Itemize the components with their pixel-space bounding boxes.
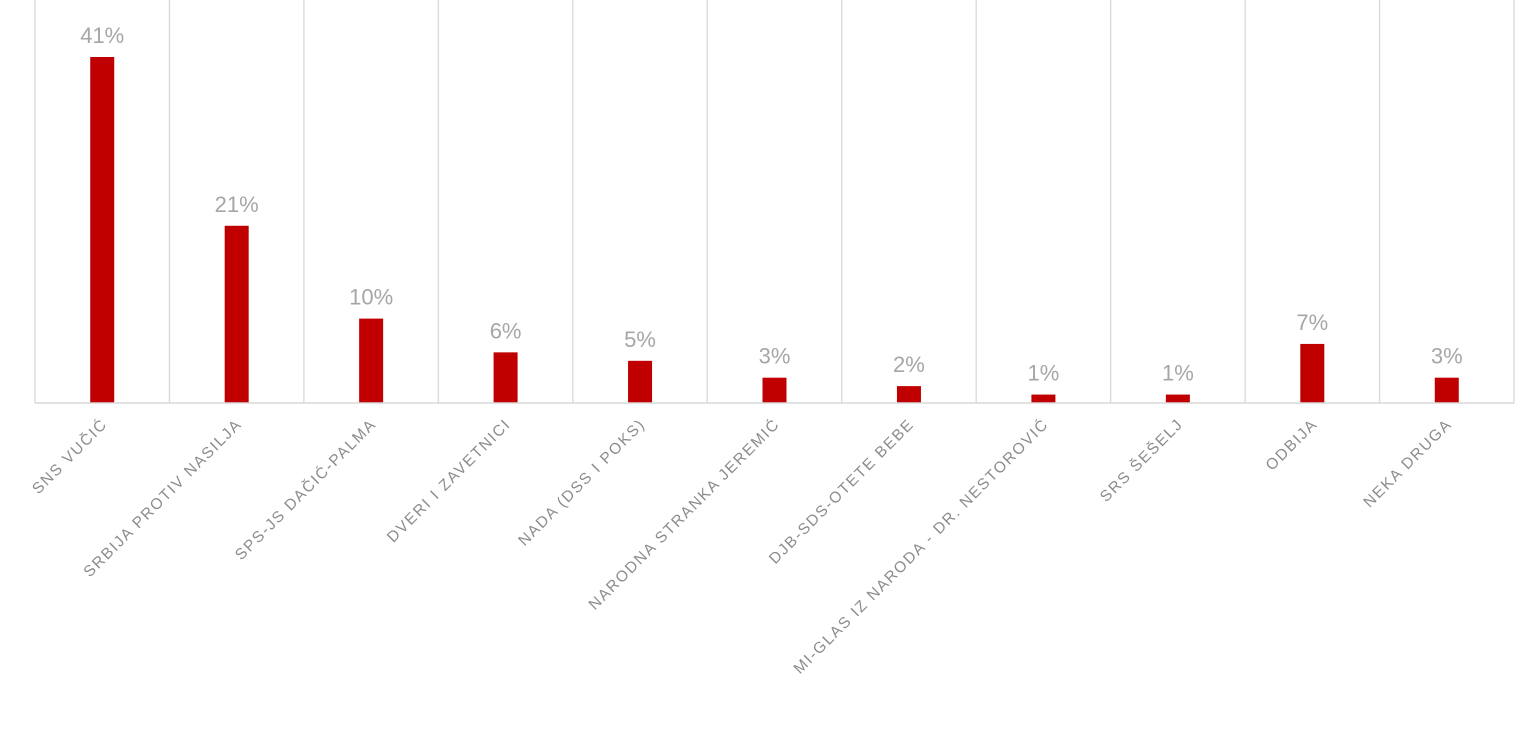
category-label-1: SRBIJA PROTIV NASILJA (81, 416, 246, 581)
data-label-10: 3% (1431, 344, 1463, 369)
category-label-6: DJB-SDS-OTETE BEBE (766, 416, 918, 568)
bar-1 (224, 225, 249, 403)
data-label-3: 6% (490, 318, 522, 343)
category-label-9: ODBIJA (1263, 416, 1321, 474)
category-label-2: SPS-JS DAČIĆ-PALMA (232, 416, 380, 564)
bar-5 (762, 377, 787, 403)
bar-8 (1165, 394, 1190, 403)
bar-2 (359, 318, 384, 403)
data-label-4: 5% (624, 327, 656, 352)
category-label-3: DVERI I ZAVETNICI (384, 416, 514, 546)
category-label-4: NADA (DSS I POKS) (515, 416, 649, 550)
bar-10 (1434, 377, 1459, 403)
data-label-6: 2% (893, 352, 925, 377)
data-label-9: 7% (1296, 310, 1328, 335)
category-label-10: NEKA DRUGA (1360, 416, 1455, 511)
gridlines (34, 0, 1515, 403)
bar-6 (896, 386, 921, 403)
data-label-8: 1% (1162, 361, 1194, 386)
category-label-0: SNS VUČIĆ (29, 416, 111, 498)
bar-9 (1300, 343, 1325, 403)
bar-7 (1031, 394, 1056, 403)
category-label-8: SRS ŠEŠELJ (1097, 416, 1187, 506)
bars (90, 57, 1459, 403)
bar-0 (90, 57, 115, 403)
data-label-7: 1% (1028, 361, 1060, 386)
data-label-0: 41% (80, 23, 124, 48)
data-label-1: 21% (215, 192, 259, 217)
bar-4 (628, 360, 653, 403)
category-label-7: MI-GLAS IZ NARODA - DR. NESTOROVIĆ (791, 416, 1053, 678)
data-labels: 41% 21% 10% 6% 5% 3% 2% 1% 1% 7% 3% (80, 23, 1462, 386)
data-label-2: 10% (349, 285, 393, 310)
data-label-5: 3% (759, 344, 791, 369)
bar-3 (493, 352, 518, 403)
